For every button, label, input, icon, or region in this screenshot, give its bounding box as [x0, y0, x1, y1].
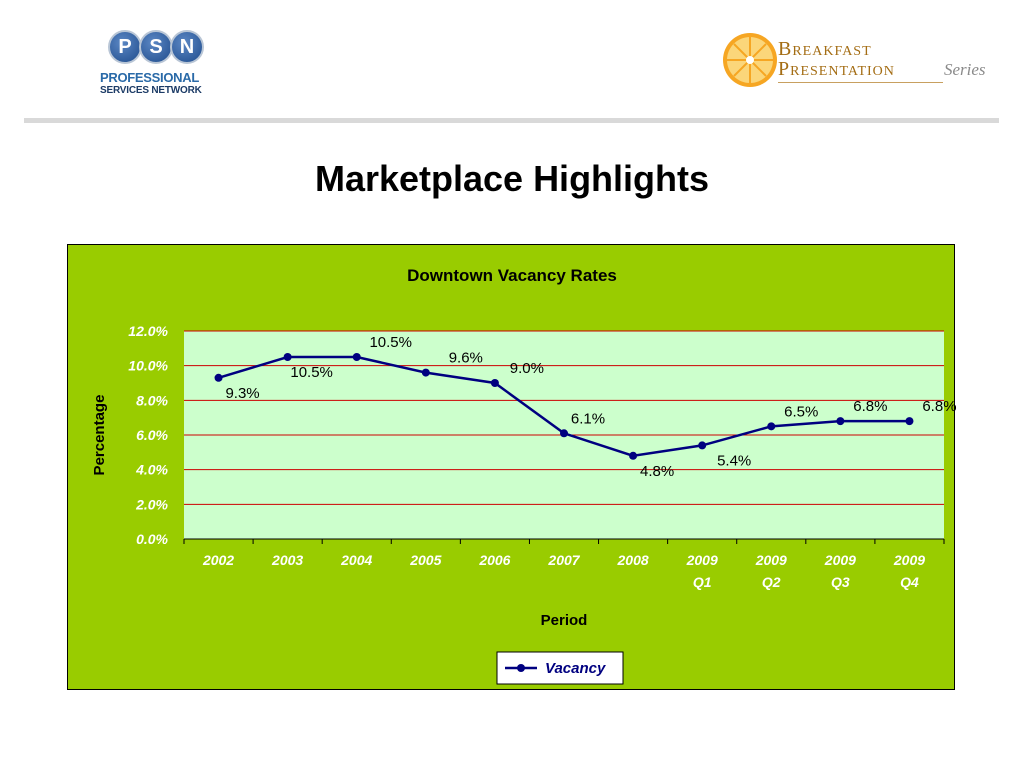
data-labels: 9.3% 10.5% 10.5% 9.6% 9.0% 6.1% 4.8% 5.4% 6.5% 6.…	[225, 334, 956, 480]
data-point	[560, 429, 568, 438]
breakfast-logo-line1: Breakfast	[778, 38, 872, 60]
x-tick-label: 2007	[547, 552, 580, 568]
x-tick-label: 2009 Q3	[824, 552, 856, 590]
data-label: 6.1%	[571, 410, 605, 427]
y-tick-label: 2.0%	[135, 496, 168, 512]
breakfast-logo-series: Series	[944, 60, 986, 79]
data-label: 6.5%	[784, 403, 818, 420]
header-divider	[24, 118, 999, 123]
psn-logo-line1: PROFESSIONAL	[100, 70, 199, 85]
breakfast-logo-underline	[778, 82, 943, 83]
data-label: 6.8%	[853, 398, 887, 415]
legend-swatch-marker	[517, 664, 525, 672]
data-point	[767, 422, 776, 431]
data-point	[352, 353, 361, 361]
breakfast-presentation-logo: Breakfast Presentation Series	[718, 28, 1008, 94]
data-label: 5.4%	[717, 452, 751, 469]
x-axis-ticks: 2002 2003 2004 2005 2006 2007 2008 2009 Q1 2009 Q2…	[202, 552, 925, 590]
y-tick-label: 12.0%	[128, 323, 168, 339]
data-point	[283, 353, 292, 361]
x-tick-label: 2009 Q1	[686, 552, 718, 590]
data-label: 6.8%	[922, 398, 956, 415]
y-tick-label: 4.0%	[135, 462, 168, 478]
data-point	[490, 379, 499, 387]
psn-letter-s: S	[139, 30, 173, 64]
data-label: 9.3%	[225, 385, 259, 402]
y-axis-label: Percentage	[91, 395, 108, 476]
y-axis-ticks: 0.0% 2.0% 4.0% 6.0% 8.0% 10.0% 12.0%	[128, 323, 168, 547]
data-point	[214, 373, 223, 382]
y-tick-label: 6.0%	[136, 427, 168, 443]
orange-slice-icon	[723, 33, 777, 87]
x-tick-label: 2002	[202, 552, 234, 568]
data-label: 10.5%	[369, 334, 412, 351]
legend-label: Vacancy	[545, 660, 606, 677]
x-tick-label: 2005	[409, 552, 441, 568]
vacancy-chart: Downtown Vacancy Rates 0.0% 2.0% 4.0% 6.0% 8…	[91, 266, 956, 685]
y-tick-label: 8.0%	[136, 392, 168, 408]
psn-letter-n: N	[170, 30, 204, 64]
x-tick-label: 2008	[617, 552, 649, 568]
x-axis	[183, 538, 945, 544]
gridlines	[184, 330, 944, 505]
breakfast-logo-line2: Presentation	[778, 58, 895, 80]
data-points	[214, 353, 914, 460]
data-label: 9.0%	[510, 360, 544, 377]
data-point	[905, 417, 914, 426]
data-point	[836, 417, 845, 426]
data-point	[629, 451, 638, 460]
x-tick-label: 2009 Q4	[893, 552, 925, 590]
x-tick-label: 2003	[271, 552, 303, 568]
x-axis-label: Period	[541, 612, 588, 629]
chart-title: Downtown Vacancy Rates	[407, 266, 617, 285]
data-point	[421, 368, 430, 377]
psn-logo: P S N PROFESSIONAL SERVICES NETWORK	[96, 30, 236, 100]
psn-letter-p: P	[108, 30, 142, 64]
page-title: Marketplace Highlights	[314, 158, 710, 199]
chart-container: Downtown Vacancy Rates 0.0% 2.0% 4.0% 6.0% 8…	[67, 244, 956, 690]
psn-logo-circles: P S N	[108, 30, 204, 64]
psn-logo-line2: SERVICES NETWORK	[100, 85, 202, 96]
legend: Vacancy	[496, 651, 624, 685]
data-point	[698, 441, 707, 450]
y-tick-label: 0.0%	[136, 531, 168, 547]
x-tick-label: 2009 Q2	[755, 552, 787, 590]
data-label: 10.5%	[290, 364, 333, 381]
x-tick-label: 2004	[340, 552, 372, 568]
data-label: 4.8%	[640, 463, 674, 480]
x-tick-label: 2006	[478, 552, 510, 568]
y-tick-label: 10.0%	[128, 358, 168, 374]
data-label: 9.6%	[449, 350, 483, 367]
